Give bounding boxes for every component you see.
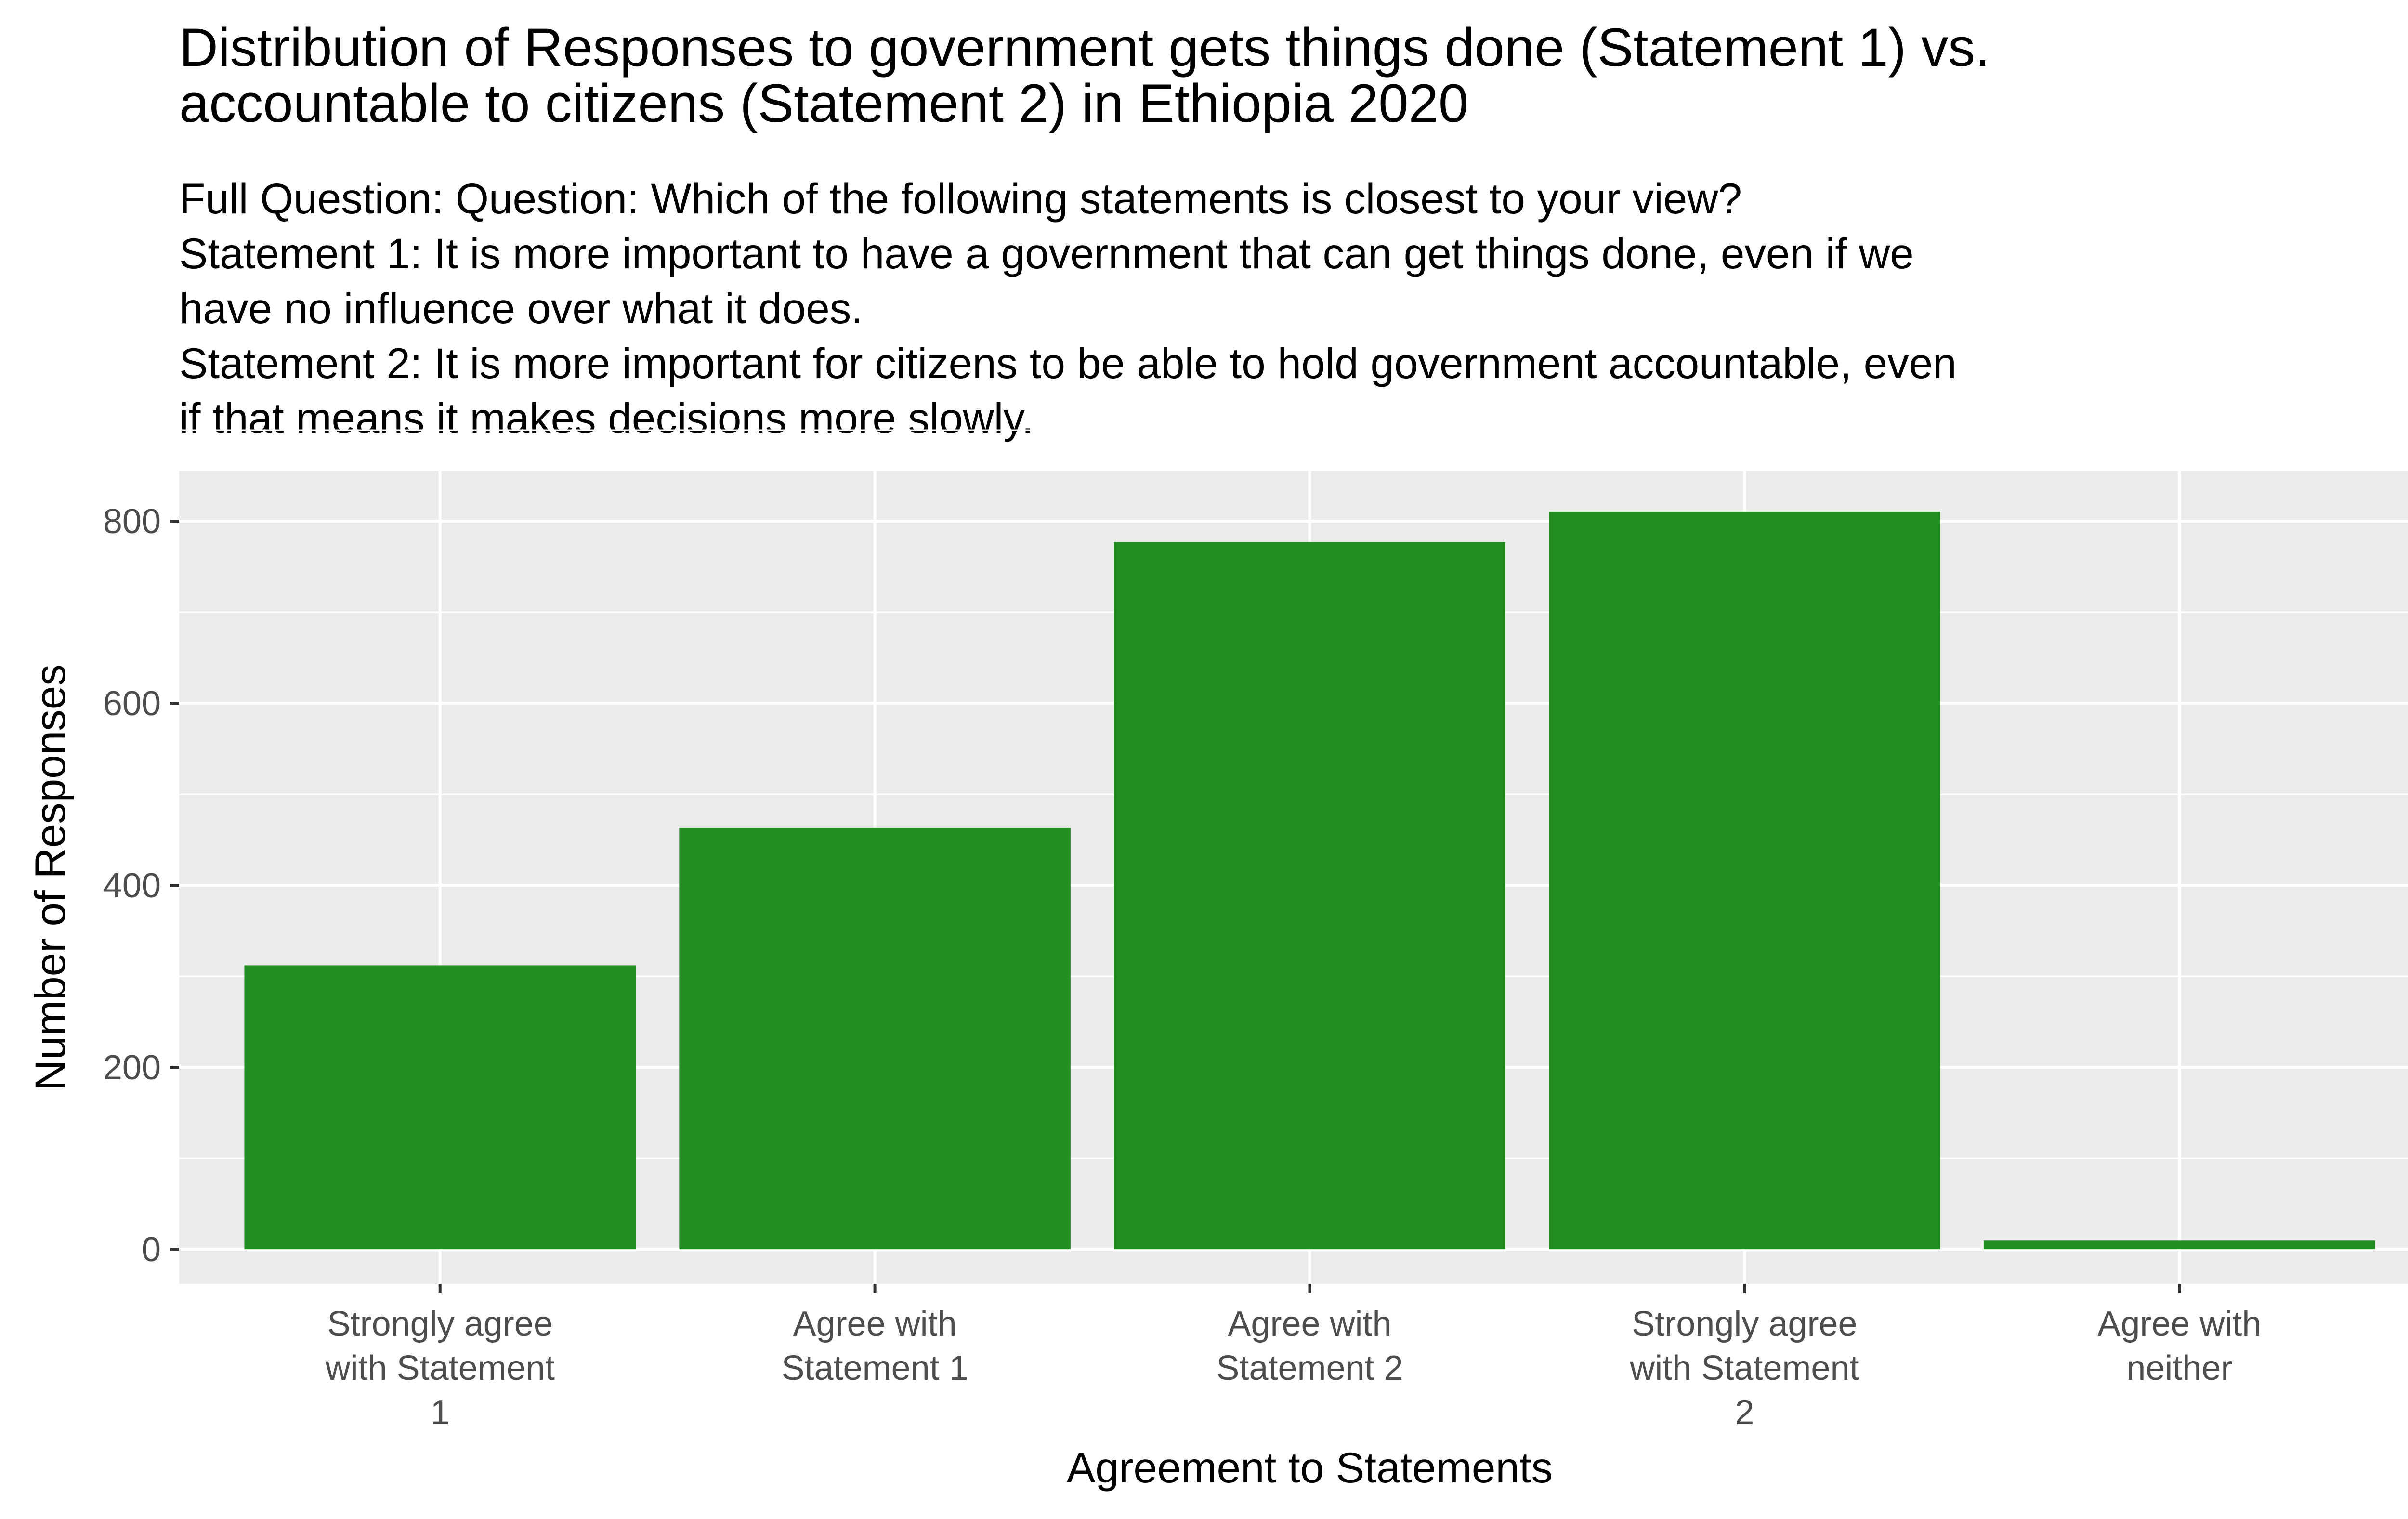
subtitle-line: Full Question: Question: Which of the fo… [179, 174, 1742, 223]
bars [244, 512, 2375, 1250]
x-axis: Strongly agree with Statement 1 Agree with S… [325, 1284, 2261, 1432]
subtitle-line: if that means it makes decisions more sl… [179, 394, 1034, 442]
subtitle-line: Statement 2: It is more important for ci… [179, 339, 1957, 387]
x-tick-label-line: Agree with [1228, 1305, 1391, 1343]
y-tick-label: 600 [103, 684, 161, 723]
x-tick-label-line: 1 [431, 1393, 450, 1432]
x-axis-title: Agreement to Statements [1067, 1443, 1553, 1492]
x-tick-label-line: Agree with [2097, 1305, 2261, 1343]
y-tick-label: 800 [103, 502, 161, 541]
x-tick-label: Strongly agree with Statement 2 [1629, 1305, 1859, 1432]
x-tick-label-line: neither [2126, 1349, 2232, 1388]
bar [1114, 542, 1505, 1250]
bar [1983, 1240, 2375, 1250]
y-tick-label: 0 [142, 1231, 161, 1269]
y-tick-label: 200 [103, 1048, 161, 1087]
x-tick-label-line: with Statement [325, 1349, 555, 1388]
x-tick-label-line: Statement 1 [781, 1349, 968, 1388]
x-tick-label: Agree with Statement 1 [781, 1305, 968, 1388]
chart-subtitle: Full Question: Question: Which of the fo… [179, 174, 1957, 442]
bar [244, 965, 636, 1250]
x-tick-label-line: Statement 2 [1216, 1349, 1403, 1388]
bar [1549, 512, 1940, 1250]
x-tick-label-line: with Statement [1629, 1349, 1859, 1388]
x-tick-label-line: Agree with [793, 1305, 957, 1343]
x-tick-label-line: Strongly agree [327, 1305, 553, 1343]
y-tick-label: 400 [103, 866, 161, 905]
title-line: accountable to citizens (Statement 2) in… [179, 73, 1468, 133]
subtitle-line: have no influence over what it does. [179, 284, 863, 332]
y-axis-title: Number of Responses [26, 664, 74, 1090]
chart-title: Distribution of Responses to government … [179, 17, 1990, 133]
bar [679, 827, 1071, 1250]
x-tick-label: Agree with neither [2097, 1305, 2261, 1388]
subtitle-line: Statement 1: It is more important to hav… [179, 229, 1914, 277]
x-tick-label: Strongly agree with Statement 1 [325, 1305, 555, 1432]
x-tick-label-line: 2 [1735, 1393, 1754, 1432]
x-tick-label-line: Strongly agree [1632, 1305, 1857, 1343]
x-tick-label: Agree with Statement 2 [1216, 1305, 1403, 1388]
title-line: Distribution of Responses to government … [179, 17, 1990, 78]
y-axis: 0 200 400 600 800 [103, 502, 179, 1269]
